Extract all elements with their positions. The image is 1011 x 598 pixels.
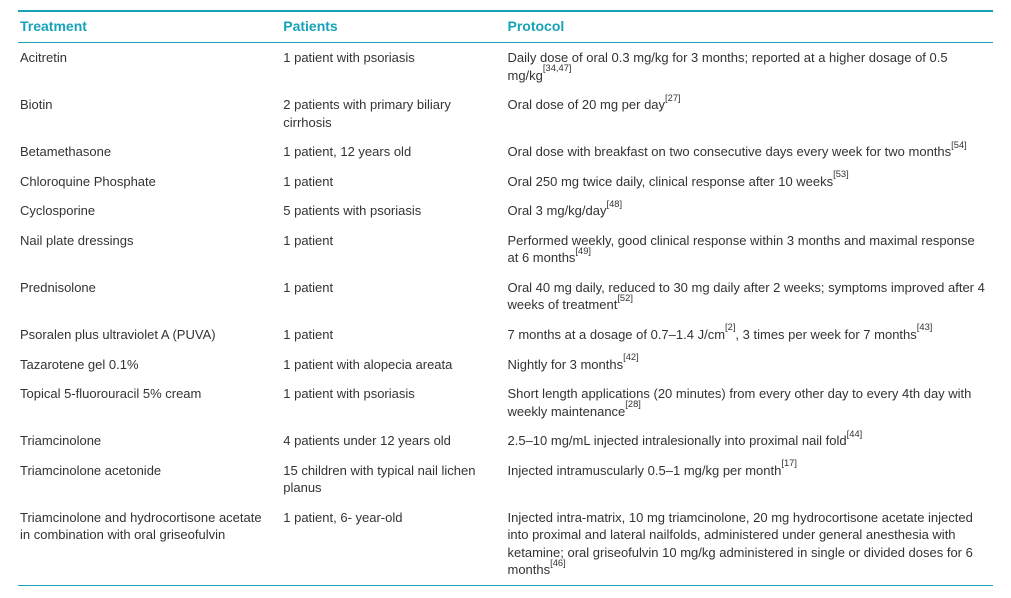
cell-treatment: Triamcinolone — [18, 426, 281, 456]
table-row: Cyclosporine5 patients with psoriasisOra… — [18, 196, 993, 226]
table-row: Triamcinolone and hydrocortisone acetate… — [18, 503, 993, 586]
table-row: Psoralen plus ultraviolet A (PUVA)1 pati… — [18, 320, 993, 350]
treatment-table: Treatment Patients Protocol Acitretin1 p… — [18, 10, 993, 586]
cell-protocol: 7 months at a dosage of 0.7–1.4 J/cm[2],… — [506, 320, 994, 350]
cell-patients: 1 patient, 12 years old — [281, 137, 505, 167]
cell-patients: 1 patient with psoriasis — [281, 43, 505, 91]
cell-protocol: Nightly for 3 months[42] — [506, 350, 994, 380]
table-row: Biotin2 patients with primary biliary ci… — [18, 90, 993, 137]
cell-patients: 1 patient — [281, 226, 505, 273]
cell-patients: 1 patient — [281, 273, 505, 320]
cell-patients: 2 patients with primary biliary cirrhosi… — [281, 90, 505, 137]
reference-superscript: [46] — [550, 558, 566, 568]
cell-treatment: Betamethasone — [18, 137, 281, 167]
reference-superscript: [2] — [725, 322, 735, 332]
cell-treatment: Biotin — [18, 90, 281, 137]
table-container: Treatment Patients Protocol Acitretin1 p… — [0, 0, 1011, 598]
cell-patients: 1 patient with alopecia areata — [281, 350, 505, 380]
cell-protocol: Oral 3 mg/kg/day[48] — [506, 196, 994, 226]
reference-superscript: [27] — [665, 93, 681, 103]
col-header-patients: Patients — [281, 11, 505, 43]
table-row: Betamethasone1 patient, 12 years oldOral… — [18, 137, 993, 167]
cell-protocol: Injected intra-matrix, 10 mg triamcinolo… — [506, 503, 994, 586]
cell-treatment: Tazarotene gel 0.1% — [18, 350, 281, 380]
cell-protocol: Performed weekly, good clinical response… — [506, 226, 994, 273]
reference-superscript: [52] — [617, 293, 633, 303]
reference-superscript: [44] — [847, 429, 863, 439]
cell-protocol: Oral dose with breakfast on two consecut… — [506, 137, 994, 167]
cell-treatment: Nail plate dressings — [18, 226, 281, 273]
cell-treatment: Acitretin — [18, 43, 281, 91]
cell-treatment: Psoralen plus ultraviolet A (PUVA) — [18, 320, 281, 350]
reference-superscript: [17] — [781, 458, 797, 468]
reference-superscript: [49] — [575, 246, 591, 256]
table-row: Topical 5-fluorouracil 5% cream1 patient… — [18, 379, 993, 426]
cell-treatment: Chloroquine Phosphate — [18, 167, 281, 197]
cell-treatment: Triamcinolone and hydrocortisone acetate… — [18, 503, 281, 586]
reference-superscript: [53] — [833, 169, 849, 179]
reference-superscript: [42] — [623, 352, 639, 362]
cell-treatment: Prednisolone — [18, 273, 281, 320]
cell-protocol: Daily dose of oral 0.3 mg/kg for 3 month… — [506, 43, 994, 91]
cell-patients: 4 patients under 12 years old — [281, 426, 505, 456]
table-row: Nail plate dressings1 patientPerformed w… — [18, 226, 993, 273]
table-row: Tazarotene gel 0.1%1 patient with alopec… — [18, 350, 993, 380]
cell-treatment: Cyclosporine — [18, 196, 281, 226]
reference-superscript: [43] — [917, 322, 933, 332]
cell-patients: 1 patient — [281, 167, 505, 197]
table-row: Triamcinolone4 patients under 12 years o… — [18, 426, 993, 456]
cell-protocol: 2.5–10 mg/mL injected intralesionally in… — [506, 426, 994, 456]
cell-patients: 1 patient — [281, 320, 505, 350]
table-row: Chloroquine Phosphate1 patientOral 250 m… — [18, 167, 993, 197]
reference-superscript: [28] — [625, 399, 641, 409]
cell-patients: 5 patients with psoriasis — [281, 196, 505, 226]
cell-patients: 1 patient with psoriasis — [281, 379, 505, 426]
reference-superscript: [48] — [607, 199, 623, 209]
col-header-treatment: Treatment — [18, 11, 281, 43]
cell-patients: 15 children with typical nail lichen pla… — [281, 456, 505, 503]
table-row: Prednisolone1 patientOral 40 mg daily, r… — [18, 273, 993, 320]
table-head: Treatment Patients Protocol — [18, 11, 993, 43]
cell-treatment: Topical 5-fluorouracil 5% cream — [18, 379, 281, 426]
cell-treatment: Triamcinolone acetonide — [18, 456, 281, 503]
table-body: Acitretin1 patient with psoriasisDaily d… — [18, 43, 993, 586]
cell-protocol: Oral dose of 20 mg per day[27] — [506, 90, 994, 137]
cell-protocol: Oral 250 mg twice daily, clinical respon… — [506, 167, 994, 197]
table-row: Triamcinolone acetonide15 children with … — [18, 456, 993, 503]
table-row: Acitretin1 patient with psoriasisDaily d… — [18, 43, 993, 91]
cell-protocol: Injected intramuscularly 0.5–1 mg/kg per… — [506, 456, 994, 503]
reference-superscript: [54] — [951, 140, 967, 150]
col-header-protocol: Protocol — [506, 11, 994, 43]
cell-patients: 1 patient, 6- year-old — [281, 503, 505, 586]
cell-protocol: Oral 40 mg daily, reduced to 30 mg daily… — [506, 273, 994, 320]
reference-superscript: [34,47] — [543, 63, 572, 73]
cell-protocol: Short length applications (20 minutes) f… — [506, 379, 994, 426]
